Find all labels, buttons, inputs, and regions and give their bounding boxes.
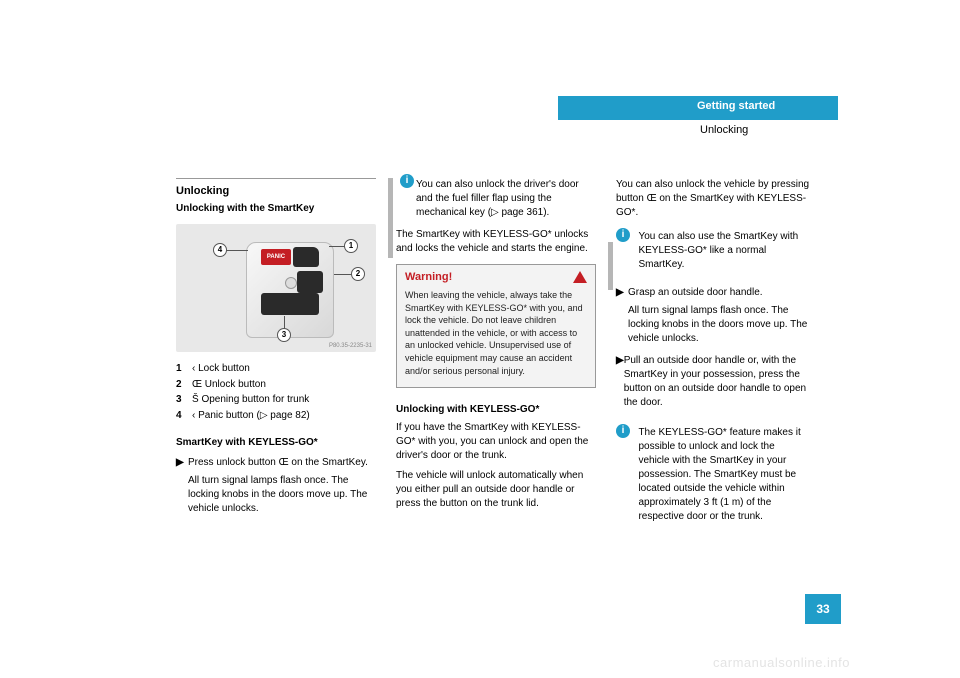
col3-step1: ▶ Grasp an outside door handle. — [616, 286, 816, 300]
legend-text-2: Œ Unlock button — [192, 378, 266, 392]
key-button-1 — [293, 247, 319, 267]
col1-heading: Unlocking — [176, 185, 376, 197]
warning-triangle-icon — [573, 271, 587, 283]
col2-heading: Unlocking with KEYLESS-GO* — [396, 404, 596, 415]
legend-text-3: Š Opening button for trunk — [192, 393, 309, 407]
callout-2: 2 — [351, 267, 365, 281]
watermark: carmanualsonline.info — [713, 655, 850, 670]
callout-line-2 — [334, 274, 352, 275]
smartkey-image: PANIC 1 2 3 4 P80.35-2235-31 — [176, 224, 376, 352]
key-button-3 — [261, 293, 319, 315]
col3-note-block: i You can also use the SmartKey with KEY… — [616, 228, 816, 272]
col3-step1-text: Grasp an outside door handle. — [628, 286, 763, 300]
warning-box: Warning! When leaving the vehicle, alway… — [396, 264, 596, 388]
step-arrow-icon: ▶ — [176, 456, 188, 470]
col3-step1b: All turn signal lamps flash once. The lo… — [616, 304, 816, 346]
col3-step2-text: Pull an outside door handle or, with the… — [624, 354, 816, 410]
callout-1: 1 — [344, 239, 358, 253]
col1-para: SmartKey with KEYLESS-GO* — [176, 436, 376, 450]
column-right: You can also unlock the vehicle by press… — [616, 178, 816, 524]
col2-text2: The vehicle will unlock automatically wh… — [396, 469, 596, 511]
legend-row-2: 2 Œ Unlock button — [176, 378, 376, 392]
panic-button-graphic: PANIC — [261, 249, 291, 265]
callout-line-4 — [226, 250, 248, 251]
col3-note2-block: i The KEYLESS-GO* feature makes it possi… — [616, 424, 816, 524]
legend: 1 ‹ Lock button 2 Œ Unlock button 3 Š Op… — [176, 362, 376, 422]
warning-title: Warning! — [405, 271, 452, 283]
legend-row-4: 4 ‹ Panic button (▷ page 82) — [176, 409, 376, 423]
col1-subheading: Unlocking with the SmartKey — [176, 203, 376, 214]
key-body: PANIC — [246, 242, 334, 338]
key-logo — [285, 277, 297, 289]
header-subtitle: Unlocking — [700, 124, 748, 136]
header-title: Getting started — [697, 100, 775, 112]
col3-note1: You can also use the SmartKey with KEYLE… — [638, 230, 808, 272]
legend-num-2: 2 — [176, 378, 192, 392]
step-arrow-icon-2: ▶ — [616, 286, 628, 300]
callout-line-1 — [329, 246, 345, 247]
col3-note2: The KEYLESS-GO* feature makes it possibl… — [638, 426, 808, 524]
divider-bar-2 — [608, 242, 613, 290]
legend-num-4: 4 — [176, 409, 192, 423]
warning-header: Warning! — [397, 265, 595, 285]
info-icon-2: i — [616, 228, 630, 242]
legend-row-1: 1 ‹ Lock button — [176, 362, 376, 376]
page-number: 33 — [805, 594, 841, 624]
divider-bar-1 — [388, 178, 393, 258]
legend-row-3: 3 Š Opening button for trunk — [176, 393, 376, 407]
key-button-2 — [297, 271, 323, 293]
legend-num-1: 1 — [176, 362, 192, 376]
legend-text-1: ‹ Lock button — [192, 362, 250, 376]
col2-note1: You can also unlock the driver's door an… — [396, 178, 596, 220]
step-arrow-icon-3: ▶ — [616, 354, 624, 410]
column-left: Unlocking Unlocking with the SmartKey PA… — [176, 178, 376, 516]
callout-4: 4 — [213, 243, 227, 257]
col3-step2: ▶ Pull an outside door handle or, with t… — [616, 354, 816, 410]
col2-note2: The SmartKey with KEYLESS-GO* unlocks an… — [396, 228, 596, 256]
col1-step1-text: Press unlock button Œ on the SmartKey. — [188, 456, 368, 470]
page-root: Getting started Unlocking Unlocking Unlo… — [0, 0, 960, 678]
info-icon-3: i — [616, 424, 630, 438]
legend-text-4: ‹ Panic button (▷ page 82) — [192, 409, 310, 423]
legend-num-3: 3 — [176, 393, 192, 407]
warning-body: When leaving the vehicle, always take th… — [397, 285, 595, 387]
callout-3: 3 — [277, 328, 291, 342]
col1-step2: All turn signal lamps flash once. The lo… — [176, 474, 376, 516]
image-code: P80.35-2235-31 — [329, 343, 372, 349]
column-middle: You can also unlock the driver's door an… — [396, 178, 596, 511]
col3-text1: You can also unlock the vehicle by press… — [616, 178, 816, 220]
col1-divider — [176, 178, 376, 179]
col1-step-1: ▶ Press unlock button Œ on the SmartKey. — [176, 456, 376, 470]
col2-text1: If you have the SmartKey with KEYLESS-GO… — [396, 421, 596, 463]
